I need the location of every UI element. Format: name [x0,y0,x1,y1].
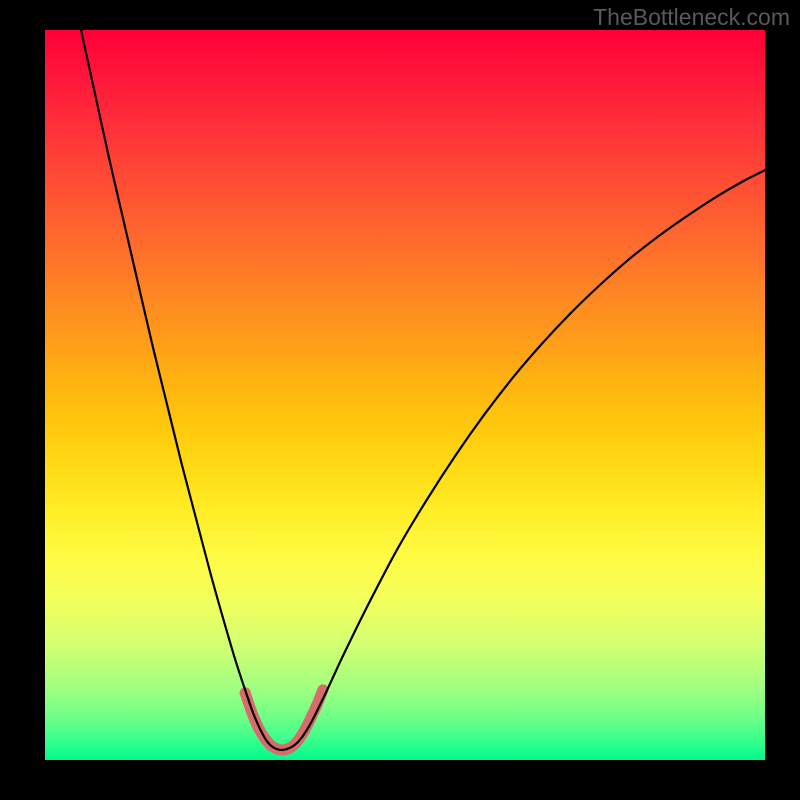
plot-background [45,30,765,760]
plot-svg [45,30,765,760]
attribution-watermark: TheBottleneck.com [593,4,790,31]
figure-root: TheBottleneck.com [0,0,800,800]
plot-region [45,30,765,760]
